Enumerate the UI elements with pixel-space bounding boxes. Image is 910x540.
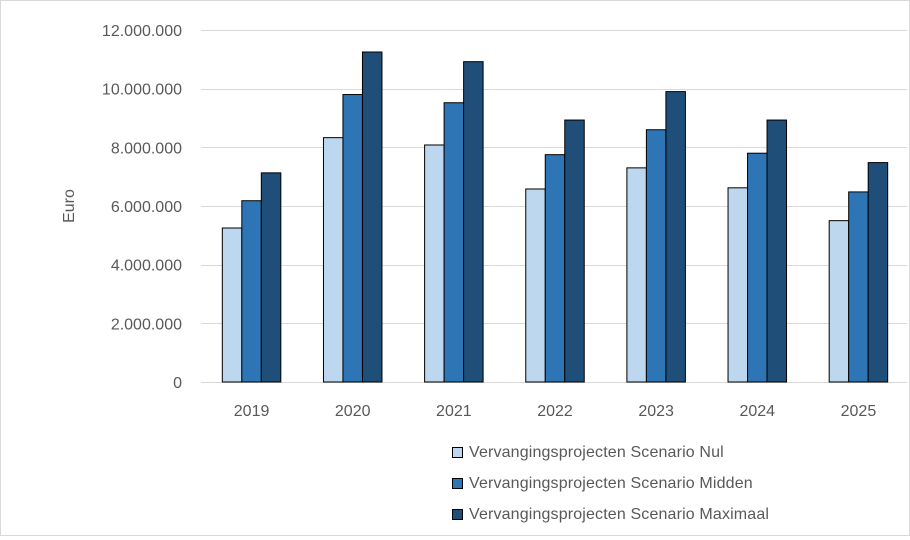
bars bbox=[221, 51, 889, 383]
y-tick-label: 8.000.000 bbox=[111, 140, 182, 157]
bar-2022-series-2 bbox=[564, 119, 585, 383]
x-tick-label: 2019 bbox=[234, 403, 270, 420]
legend-item-scenario-maximaal: Vervangingsprojecten Scenario Maximaal bbox=[452, 499, 769, 530]
x-tick-label: 2025 bbox=[841, 403, 877, 420]
y-tick-label: 6.000.000 bbox=[111, 199, 182, 216]
bar-2021-series-0 bbox=[424, 144, 445, 383]
x-tick-label: 2020 bbox=[335, 403, 371, 420]
x-tick-label: 2021 bbox=[436, 403, 472, 420]
y-axis-label: Euro bbox=[61, 189, 78, 223]
bar-2024-series-1 bbox=[747, 152, 768, 383]
y-axis-ticks: 0 2.000.000 4.000.000 6.000.000 8.000.000 10.… bbox=[102, 23, 182, 392]
legend-item-scenario-nul: Vervangingsprojecten Scenario Nul bbox=[452, 437, 769, 468]
bar-2025-series-0 bbox=[828, 220, 850, 383]
x-tick-label: 2023 bbox=[638, 403, 674, 420]
legend-label-scenario-nul: Vervangingsprojecten Scenario Nul bbox=[469, 443, 724, 461]
bar-2025-series-2 bbox=[867, 162, 889, 383]
y-tick-label: 12.000.000 bbox=[102, 23, 182, 40]
bar-2019-series-0 bbox=[221, 227, 243, 383]
bar-2020-series-1 bbox=[342, 94, 363, 383]
legend-swatch-scenario-nul bbox=[452, 447, 463, 458]
legend-swatch-scenario-midden bbox=[452, 478, 463, 489]
bar-2019-series-1 bbox=[241, 200, 262, 383]
bar-2024-series-2 bbox=[766, 119, 788, 383]
bar-2023-series-1 bbox=[645, 129, 667, 383]
bar-2021-series-1 bbox=[443, 102, 465, 383]
bar-2020-series-0 bbox=[322, 137, 344, 383]
x-axis-ticks: 2019 2020 2021 2022 2023 2024 2025 bbox=[234, 403, 877, 420]
bar-2025-series-1 bbox=[848, 191, 869, 383]
bar-2019-series-2 bbox=[260, 172, 282, 383]
bar-2023-series-0 bbox=[626, 167, 647, 383]
bar-2023-series-2 bbox=[665, 91, 686, 383]
legend-label-scenario-maximaal: Vervangingsprojecten Scenario Maximaal bbox=[469, 505, 770, 523]
y-tick-label: 2.000.000 bbox=[111, 316, 182, 333]
legend-item-scenario-midden: Vervangingsprojecten Scenario Midden bbox=[452, 468, 769, 499]
x-tick-label: 2022 bbox=[537, 403, 573, 420]
bar-2020-series-2 bbox=[361, 51, 383, 383]
legend: Vervangingsprojecten Scenario Nul Vervan… bbox=[452, 437, 769, 530]
y-tick-label: 0 bbox=[173, 375, 182, 392]
bar-2022-series-0 bbox=[525, 188, 546, 383]
x-tick-label: 2024 bbox=[739, 403, 775, 420]
bar-2024-series-0 bbox=[727, 187, 749, 383]
bar-2022-series-1 bbox=[544, 154, 566, 383]
legend-swatch-scenario-maximaal bbox=[452, 509, 463, 520]
legend-label-scenario-midden: Vervangingsprojecten Scenario Midden bbox=[469, 474, 753, 492]
y-tick-label: 4.000.000 bbox=[111, 258, 182, 275]
y-tick-label: 10.000.000 bbox=[102, 82, 182, 99]
bar-2021-series-2 bbox=[463, 61, 484, 383]
